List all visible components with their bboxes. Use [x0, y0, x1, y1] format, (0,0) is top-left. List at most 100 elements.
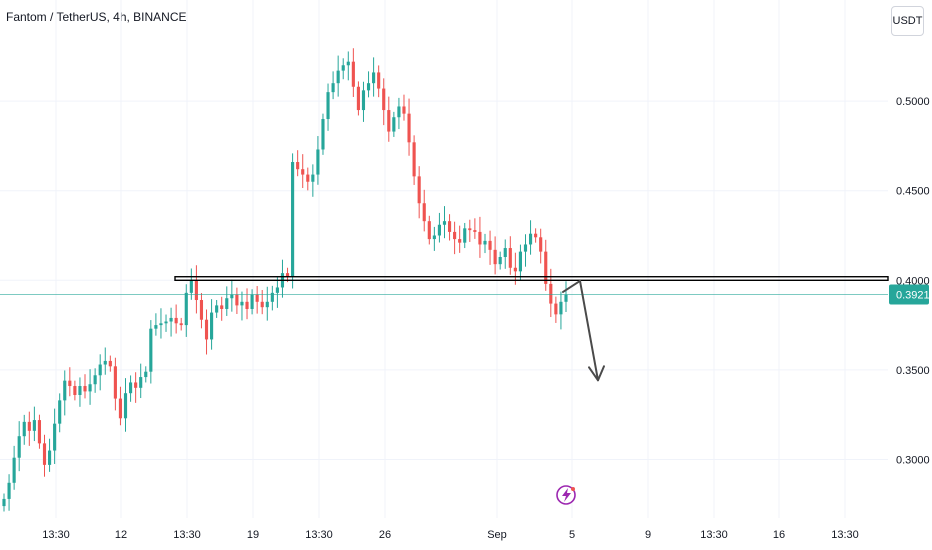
- candle: [174, 304, 178, 334]
- candle-body: [12, 457, 16, 483]
- candle: [407, 98, 411, 156]
- candle: [270, 285, 274, 311]
- candle: [458, 225, 462, 253]
- candle: [387, 96, 391, 142]
- candle-body: [63, 380, 67, 401]
- candle: [468, 219, 472, 242]
- candle-body: [311, 174, 315, 182]
- candle: [88, 369, 92, 405]
- currency-selector[interactable]: USDT: [891, 6, 924, 36]
- candle: [265, 286, 269, 321]
- candle: [559, 291, 563, 330]
- candle: [47, 438, 52, 472]
- candle: [144, 366, 148, 383]
- candle-body: [447, 221, 452, 232]
- candle-body: [534, 233, 538, 238]
- candle-body: [118, 398, 123, 419]
- candle: [306, 167, 310, 191]
- candle-body: [73, 386, 77, 395]
- candle: [473, 218, 477, 239]
- candle-body: [402, 106, 406, 114]
- candle-body: [250, 294, 254, 309]
- candle: [194, 265, 198, 314]
- candle-body: [306, 174, 310, 182]
- candle: [22, 414, 26, 445]
- candle: [372, 57, 376, 97]
- candle-body: [387, 110, 391, 132]
- candle-body: [149, 328, 153, 372]
- candle: [103, 347, 107, 375]
- candle: [402, 94, 406, 121]
- logo-bolt: [562, 488, 571, 502]
- candle-body: [483, 240, 487, 245]
- candle-body: [275, 287, 279, 293]
- candle: [311, 164, 315, 197]
- candle: [42, 434, 47, 477]
- candle-body: [437, 224, 441, 236]
- candle-body: [37, 420, 42, 444]
- candle: [503, 239, 507, 269]
- candle: [154, 313, 158, 336]
- candle-body: [341, 65, 345, 71]
- candle: [235, 287, 239, 314]
- support-zone-box: [174, 276, 889, 282]
- y-tick-label: 0.4500: [896, 186, 930, 198]
- candle: [427, 215, 431, 245]
- candle-body: [103, 360, 107, 365]
- candle: [336, 55, 340, 97]
- candle: [220, 296, 224, 321]
- candle: [316, 136, 320, 185]
- candle-body: [189, 280, 193, 293]
- candle: [554, 296, 558, 323]
- candle-body: [432, 235, 436, 240]
- grid-lines: [0, 0, 888, 518]
- candle: [123, 378, 128, 432]
- candle-body: [392, 117, 396, 132]
- x-tick-label: 16: [773, 529, 785, 541]
- candle-body: [210, 312, 214, 340]
- lightning-logo-icon: [556, 485, 576, 505]
- candle-body: [83, 386, 87, 392]
- candle-body: [154, 325, 158, 329]
- candle-body: [296, 162, 300, 170]
- candle-body: [129, 382, 133, 394]
- candle: [32, 406, 36, 442]
- candle-body: [493, 249, 497, 265]
- candle: [169, 307, 173, 337]
- candle-body: [235, 294, 239, 306]
- candle: [164, 314, 168, 332]
- candle-body: [528, 233, 533, 245]
- candle-body: [17, 436, 21, 458]
- candle-body: [336, 70, 340, 84]
- annotations: [0, 279, 888, 505]
- candle-body: [291, 162, 295, 277]
- candle: [442, 206, 447, 239]
- candle: [58, 393, 62, 433]
- candle-body: [88, 384, 92, 392]
- candle-body: [397, 106, 401, 118]
- candle: [68, 367, 72, 397]
- candle: [493, 236, 497, 275]
- candle: [204, 309, 209, 355]
- candle-body: [2, 498, 6, 507]
- candle: [361, 81, 366, 122]
- candle: [2, 493, 6, 512]
- candle-body: [498, 257, 502, 265]
- axes: 0.5000 0.4500 0.4000 0.3500 0.3000 0.3921 13:3…: [42, 96, 929, 541]
- candle-body: [351, 61, 355, 87]
- x-tick-label: 13:30: [305, 529, 333, 541]
- candle: [37, 414, 42, 449]
- candle: [250, 289, 254, 315]
- candle: [240, 291, 244, 321]
- projection-arrow-shaft: [579, 279, 599, 382]
- candle-body: [7, 482, 11, 499]
- candle: [129, 375, 133, 402]
- candle: [301, 154, 305, 189]
- candle: [159, 308, 163, 339]
- candle-body: [285, 273, 290, 277]
- candle-body: [225, 298, 229, 309]
- candle: [513, 252, 517, 285]
- candle: [321, 113, 325, 155]
- candle: [255, 286, 259, 314]
